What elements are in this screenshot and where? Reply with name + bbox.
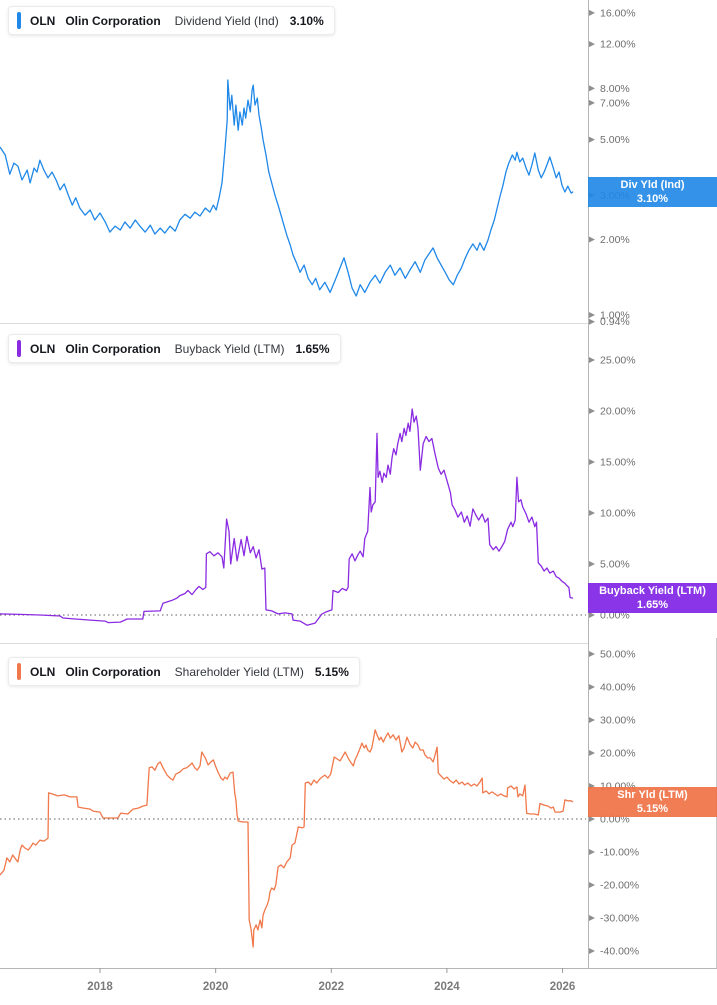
y-axis-tick-arrow bbox=[589, 560, 595, 567]
y-axis-tick-arrow bbox=[589, 848, 595, 855]
y-axis-tick-label: 12.00% bbox=[600, 39, 636, 51]
last-value-badge-div-yld: Div Yld (Ind) 3.10% bbox=[588, 177, 717, 207]
y-axis-tick-arrow bbox=[589, 408, 595, 415]
x-axis-tick-label: 2022 bbox=[318, 981, 344, 993]
y-axis-tick-arrow bbox=[589, 815, 595, 822]
y-axis-tick-label: 40.00% bbox=[600, 681, 636, 693]
legend-metric: Dividend Yield (Ind) bbox=[174, 13, 279, 28]
legend-color-bar bbox=[17, 12, 21, 29]
badge-label: Shr Yld (LTM) bbox=[617, 788, 688, 801]
y-axis-tick-arrow bbox=[589, 947, 595, 954]
y-axis-tick-label: -30.00% bbox=[600, 912, 639, 924]
y-axis-tick-label: 1.00% bbox=[600, 309, 630, 321]
series-line-shareholder-yield bbox=[0, 729, 574, 948]
y-axis-tick-arrow bbox=[589, 99, 595, 106]
y-axis-tick-arrow bbox=[589, 650, 595, 657]
y-axis-tick-arrow bbox=[589, 311, 595, 318]
y-axis-tick-arrow bbox=[589, 509, 595, 516]
y-axis-tick-label: 8.00% bbox=[600, 83, 630, 95]
y-axis-tick-arrow bbox=[589, 41, 595, 48]
y-axis-tick-label: 50.00% bbox=[600, 648, 636, 660]
legend-ticker: OLN bbox=[30, 13, 56, 28]
last-value-badge-buyback-yield: Buyback Yield (LTM) 1.65% bbox=[588, 583, 717, 613]
x-axis-tick-label: 2018 bbox=[87, 981, 113, 993]
legend-color-bar bbox=[17, 340, 21, 357]
y-axis-tick-label: 5.00% bbox=[600, 558, 630, 570]
y-axis-tick-arrow bbox=[589, 749, 595, 756]
legend-value: 3.10% bbox=[289, 13, 324, 28]
legend-value: 5.15% bbox=[314, 664, 349, 679]
legend-metric: Shareholder Yield (LTM) bbox=[174, 664, 304, 679]
y-axis-tick-label: 20.00% bbox=[600, 406, 636, 418]
y-axis-tick-arrow bbox=[589, 85, 595, 92]
legend-company: Olin Corporation bbox=[65, 13, 161, 28]
last-value-badge-shr-yld: Shr Yld (LTM) 5.15% bbox=[588, 787, 717, 817]
y-axis-tick-label: 5.00% bbox=[600, 134, 630, 146]
y-axis-tick-label: 16.00% bbox=[600, 7, 636, 19]
y-axis-tick-arrow bbox=[589, 683, 595, 690]
y-axis-tick-label: 15.00% bbox=[600, 456, 636, 468]
y-axis-tick-label: 10.00% bbox=[600, 507, 636, 519]
legend-company: Olin Corporation bbox=[65, 664, 161, 679]
y-axis-tick-arrow bbox=[589, 318, 595, 325]
badge-value: 3.10% bbox=[636, 193, 669, 205]
badge-value: 5.15% bbox=[636, 803, 669, 815]
y-axis-tick-arrow bbox=[589, 716, 595, 723]
y-axis-tick-arrow bbox=[589, 357, 595, 364]
legend-color-bar bbox=[17, 663, 21, 680]
y-axis-tick-label: -20.00% bbox=[600, 879, 639, 891]
y-axis-tick-label: 0.94% bbox=[600, 316, 630, 328]
series-line-dividend-yield bbox=[0, 79, 574, 297]
x-axis-tick-label: 2020 bbox=[203, 981, 229, 993]
x-axis-tick-label: 2024 bbox=[434, 981, 460, 993]
legend-shareholder-yield[interactable]: OLN Olin Corporation Shareholder Yield (… bbox=[8, 657, 360, 686]
series-line-buyback-yield bbox=[0, 408, 574, 626]
badge-label: Buyback Yield (LTM) bbox=[599, 584, 706, 597]
legend-ticker: OLN bbox=[30, 341, 56, 356]
y-axis-tick-label: 7.00% bbox=[600, 97, 630, 109]
y-axis-tick-arrow bbox=[589, 611, 595, 618]
y-axis-tick-arrow bbox=[589, 236, 595, 243]
y-axis-tick-label: -40.00% bbox=[600, 945, 639, 957]
y-axis-tick-arrow bbox=[589, 458, 595, 465]
y-axis-tick-arrow bbox=[589, 914, 595, 921]
badge-value: 1.65% bbox=[636, 599, 669, 611]
legend-dividend-yield[interactable]: OLN Olin Corporation Dividend Yield (Ind… bbox=[8, 6, 335, 35]
y-axis-tick-label: 25.00% bbox=[600, 355, 636, 367]
y-axis-tick-label: -10.00% bbox=[600, 846, 639, 858]
legend-metric: Buyback Yield (LTM) bbox=[174, 341, 285, 356]
legend-value: 1.65% bbox=[295, 341, 330, 356]
y-axis-tick-arrow bbox=[589, 881, 595, 888]
y-axis-tick-label: 20.00% bbox=[600, 747, 636, 759]
badge-label: Div Yld (Ind) bbox=[620, 178, 685, 191]
y-axis-tick-arrow bbox=[589, 9, 595, 16]
legend-company: Olin Corporation bbox=[65, 341, 161, 356]
x-axis-tick-label: 2026 bbox=[550, 981, 576, 993]
legend-ticker: OLN bbox=[30, 664, 56, 679]
y-axis-tick-arrow bbox=[589, 136, 595, 143]
y-axis-tick-label: 30.00% bbox=[600, 714, 636, 726]
legend-buyback-yield[interactable]: OLN Olin Corporation Buyback Yield (LTM)… bbox=[8, 334, 341, 363]
y-axis-tick-label: 2.00% bbox=[600, 234, 630, 246]
